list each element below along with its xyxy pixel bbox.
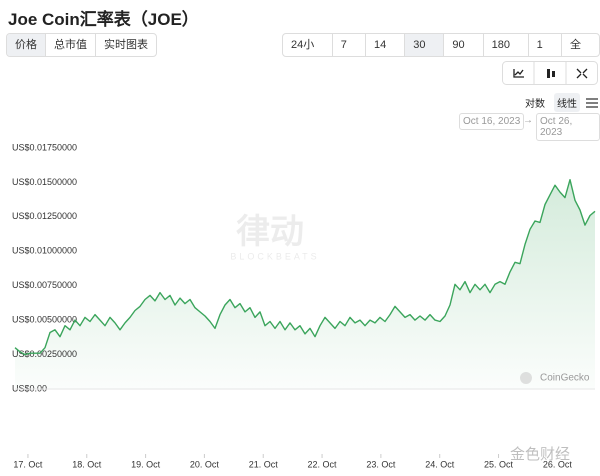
x-tick-label: 20. Oct xyxy=(190,459,220,469)
range-button[interactable]: 7天 xyxy=(333,34,367,56)
y-tick-label: US$0.01500000 xyxy=(12,177,77,187)
watermark: BLOCKBEATS xyxy=(230,251,319,261)
scale-option[interactable]: 线性 xyxy=(554,93,580,112)
tab[interactable]: 总市值 xyxy=(46,34,96,56)
y-tick-label: US$0.00500000 xyxy=(12,315,77,325)
y-tick-label: US$0.01250000 xyxy=(12,211,77,221)
x-tick-label: 18. Oct xyxy=(72,459,102,469)
range-button[interactable]: 180天 xyxy=(484,34,529,56)
x-tick-label: 22. Oct xyxy=(308,459,338,469)
y-tick-label: US$0.00 xyxy=(12,383,47,393)
tab[interactable]: 实时图表 xyxy=(104,39,148,51)
date-arrow: → xyxy=(523,115,533,126)
range-button[interactable]: 30天 xyxy=(405,34,445,56)
price-line xyxy=(14,179,596,356)
menu-icon[interactable] xyxy=(586,97,598,108)
watermark: CoinGecko xyxy=(540,373,590,384)
x-tick-label: 26. Oct xyxy=(543,459,573,469)
x-tick-label: 21. Oct xyxy=(249,459,279,469)
watermark: 律动 xyxy=(236,213,304,251)
scale-option[interactable]: 对数 xyxy=(525,99,545,110)
watermark: 金色财经 xyxy=(510,446,570,463)
x-tick-label: 25. Oct xyxy=(484,459,514,469)
x-tick-label: 23. Oct xyxy=(366,459,396,469)
range-group: 24小时 7天 14天 30天 90天 180天 1年 全部 xyxy=(282,33,600,57)
area xyxy=(15,179,595,389)
range-button[interactable]: 1年 xyxy=(529,34,562,56)
range-button[interactable]: 全部 xyxy=(569,39,581,51)
range-button[interactable]: 24小时 xyxy=(283,34,333,56)
date-from[interactable]: Oct 16, 2023 xyxy=(459,113,525,130)
y-tick-label: US$0.01000000 xyxy=(12,246,77,256)
line-icon[interactable] xyxy=(513,69,524,78)
y-tick-label: US$0.01750000 xyxy=(12,142,77,152)
tab-group: 价格 总市值 实时图表 xyxy=(6,33,157,57)
page-title: Joe Coin汇率表（JOE） xyxy=(8,10,199,29)
y-tick-label: US$0.00750000 xyxy=(12,280,77,290)
range-button[interactable]: 90天 xyxy=(444,34,484,56)
watermark-logo xyxy=(520,372,532,384)
range-button[interactable]: 14天 xyxy=(366,34,406,56)
candle-icon[interactable] xyxy=(552,71,555,77)
tab[interactable]: 价格 xyxy=(7,34,46,56)
chart-mode-buttons xyxy=(502,61,598,85)
x-tick-label: 17. Oct xyxy=(13,459,43,469)
scale-toggle: 对数 线性 xyxy=(522,93,598,112)
expand-icon[interactable] xyxy=(576,68,588,79)
y-tick-label: US$0.00250000 xyxy=(12,349,77,359)
candle-icon[interactable] xyxy=(547,69,550,78)
x-tick-label: 19. Oct xyxy=(131,459,161,469)
x-tick-label: 24. Oct xyxy=(425,459,455,469)
chart: 律动 BLOCKBEATS CoinGecko 金色财经 US$0.00 US$0… xyxy=(12,142,596,469)
